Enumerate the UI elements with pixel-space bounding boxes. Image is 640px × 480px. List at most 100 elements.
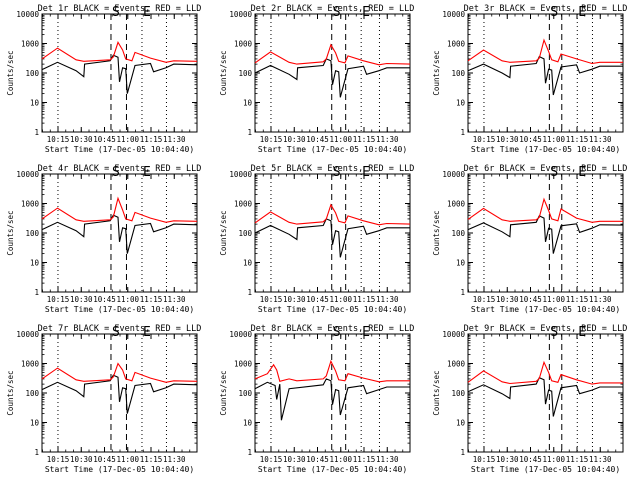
x-tick-label: 11:30	[376, 455, 399, 464]
x-tick-label: 11:00	[116, 455, 139, 464]
x-axis-label: Start Time (17-Dec-05 10:04:40)	[45, 465, 194, 474]
marker-label: S	[333, 165, 341, 180]
series-line-lld	[254, 203, 411, 226]
y-axis-label: Counts/sec	[6, 370, 15, 415]
x-tick-label: 11:30	[589, 295, 612, 304]
y-tick-label: 10000	[442, 330, 465, 339]
panel-title: Det 9r BLACK = Events, RED = LLD	[464, 324, 628, 334]
x-tick-label: 10:15	[260, 135, 283, 144]
y-axis-label: Counts/sec	[432, 370, 441, 415]
y-tick-label: 1	[460, 448, 465, 457]
detector-panel-3: Det 3r BLACK = Events, RED = LLD 1 10 100 10…	[432, 4, 627, 154]
detector-panel-2: Det 2r BLACK = Events, RED = LLD 1 10 100 10…	[219, 4, 414, 154]
series-line-lld	[467, 38, 623, 65]
y-tick-label: 1	[34, 288, 39, 297]
marker-label: S	[333, 5, 341, 20]
marker-label: E	[143, 325, 151, 340]
x-tick-label: 10:15	[47, 135, 70, 144]
panel-title: Det 7r BLACK = Events, RED = LLD	[38, 324, 202, 334]
y-tick-label: 100	[451, 229, 465, 238]
x-tick-label: 10:30	[70, 455, 93, 464]
marker-label: E	[578, 325, 586, 340]
x-tick-label: 10:45	[519, 295, 542, 304]
marker-label: S	[550, 165, 558, 180]
y-tick-label: 1	[247, 448, 252, 457]
x-tick-label: 11:15	[353, 455, 376, 464]
marker-label: S	[112, 165, 120, 180]
y-tick-label: 1000	[447, 40, 466, 49]
plot-frame	[467, 13, 624, 133]
marker-label: S	[112, 325, 120, 340]
panel-title: Det 8r BLACK = Events, RED = LLD	[251, 324, 415, 334]
y-tick-label: 10	[456, 99, 466, 108]
x-tick-label: 11:30	[589, 135, 612, 144]
x-tick-label: 10:15	[47, 455, 70, 464]
plot-frame	[467, 333, 624, 453]
series-line-lld	[254, 359, 410, 383]
x-tick-label: 10:15	[473, 455, 496, 464]
y-tick-label: 100	[238, 389, 252, 398]
y-axis-label: Counts/sec	[219, 210, 228, 255]
x-tick-label: 11:30	[376, 295, 399, 304]
x-tick-label: 10:30	[70, 135, 93, 144]
x-tick-label: 10:15	[473, 135, 496, 144]
series-line-events	[254, 58, 410, 98]
x-tick-label: 10:15	[47, 295, 70, 304]
x-tick-label: 11:15	[566, 295, 589, 304]
detector-panel-8: Det 8r BLACK = Events, RED = LLD 1 10 100 10…	[219, 324, 414, 474]
x-axis-label: Start Time (17-Dec-05 10:04:40)	[471, 465, 620, 474]
x-axis-label: Start Time (17-Dec-05 10:04:40)	[471, 145, 620, 154]
marker-label: E	[362, 165, 370, 180]
x-tick-label: 11:00	[542, 455, 565, 464]
series-line-events	[467, 215, 624, 254]
x-tick-label: 11:15	[353, 295, 376, 304]
x-tick-label: 11:15	[566, 455, 589, 464]
y-axis-label: Counts/sec	[432, 210, 441, 255]
x-tick-label: 11:00	[116, 135, 139, 144]
x-tick-label: 11:30	[163, 455, 186, 464]
x-tick-label: 10:15	[473, 295, 496, 304]
x-axis-label: Start Time (17-Dec-05 10:04:40)	[258, 465, 407, 474]
y-tick-label: 100	[451, 389, 465, 398]
x-tick-label: 11:00	[116, 295, 139, 304]
y-axis-label: Counts/sec	[6, 50, 15, 95]
x-tick-label: 10:30	[283, 135, 306, 144]
y-tick-label: 1000	[234, 40, 253, 49]
x-axis-label: Start Time (17-Dec-05 10:04:40)	[258, 145, 407, 154]
series-line-events	[467, 55, 623, 96]
x-tick-label: 10:30	[496, 135, 519, 144]
detector-panel-5: Det 5r BLACK = Events, RED = LLD 1 10 100 10…	[219, 164, 414, 314]
series-line-events	[41, 54, 198, 94]
y-tick-label: 1000	[447, 200, 466, 209]
marker-label: S	[333, 325, 341, 340]
x-tick-label: 11:15	[140, 135, 163, 144]
marker-label: E	[143, 165, 151, 180]
y-tick-label: 1000	[21, 200, 40, 209]
x-tick-label: 10:30	[496, 455, 519, 464]
x-tick-label: 11:30	[376, 135, 399, 144]
y-axis-label: Counts/sec	[432, 50, 441, 95]
y-tick-label: 1000	[234, 200, 253, 209]
x-tick-label: 10:30	[70, 295, 93, 304]
panel-title: Det 3r BLACK = Events, RED = LLD	[464, 4, 628, 14]
y-tick-label: 10	[243, 259, 253, 268]
y-tick-label: 10	[243, 419, 253, 428]
y-tick-label: 1000	[21, 40, 40, 49]
series-line-lld	[41, 362, 198, 383]
y-tick-label: 10	[456, 259, 466, 268]
panel-title: Det 2r BLACK = Events, RED = LLD	[251, 4, 415, 14]
marker-label: E	[578, 165, 586, 180]
y-tick-label: 10000	[229, 10, 252, 19]
y-tick-label: 100	[451, 69, 465, 78]
y-tick-label: 10	[243, 99, 253, 108]
y-tick-label: 1	[247, 288, 252, 297]
y-tick-label: 100	[238, 69, 252, 78]
panel-title: Det 1r BLACK = Events, RED = LLD	[38, 4, 202, 14]
x-tick-label: 10:45	[519, 455, 542, 464]
y-tick-label: 1000	[447, 360, 466, 369]
marker-label: E	[362, 325, 370, 340]
marker-label: E	[578, 5, 586, 20]
x-axis-label: Start Time (17-Dec-05 10:04:40)	[45, 305, 194, 314]
y-tick-label: 10000	[229, 170, 252, 179]
